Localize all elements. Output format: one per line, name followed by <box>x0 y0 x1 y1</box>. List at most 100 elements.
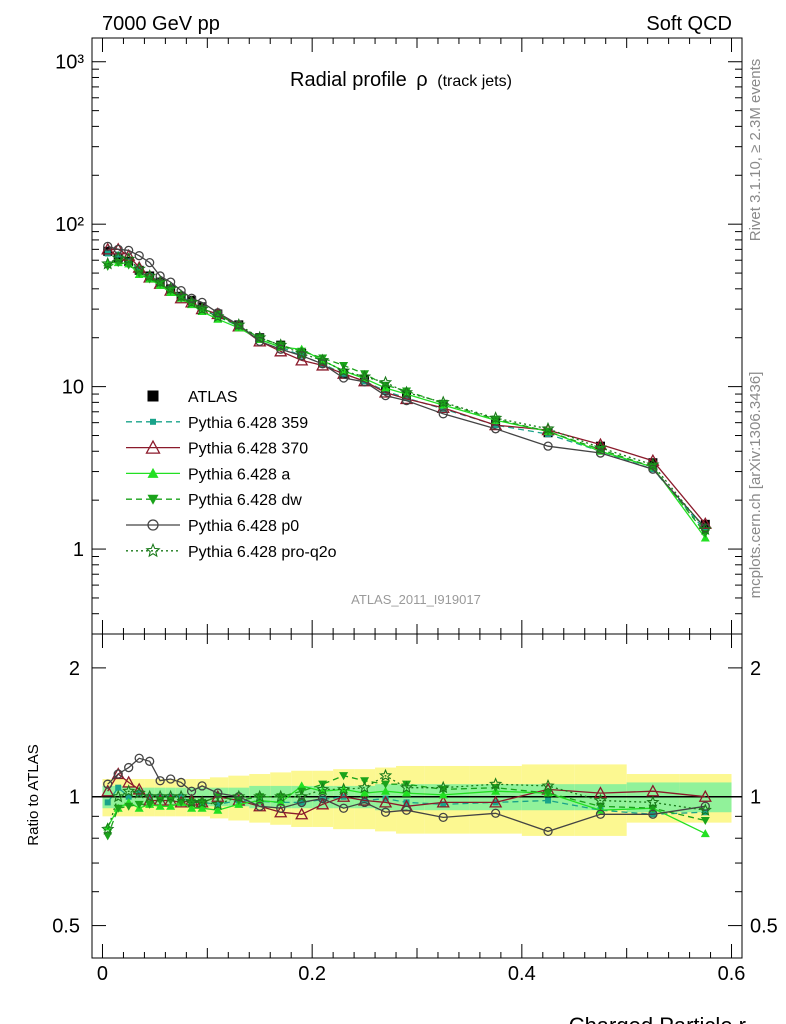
ratio-point-pythia-6-428-p0 <box>359 797 370 808</box>
ratio-point-pythia-6-428-a <box>381 786 391 795</box>
data-point-pythia-6-428-pro-q2o <box>436 395 450 408</box>
ratio-point-pythia-6-428-p0 <box>186 786 197 796</box>
ratio-point-pythia-6-428-359 <box>167 793 174 800</box>
data-point-pythia-6-428-pro-q2o <box>153 275 167 288</box>
ratio-point-pythia-6-428-370 <box>698 789 712 802</box>
ratio-point-pythia-6-428-a <box>213 805 223 814</box>
data-point-pythia-6-428-dw <box>402 387 412 396</box>
ratio-point-pythia-6-428-p0 <box>124 762 134 773</box>
ratio-point-pythia-6-428-p0 <box>338 803 349 813</box>
rivet-label: Rivet 3.1.10, ≥ 2.3M events <box>747 59 764 242</box>
ratio-point-pythia-6-428-pro-q2o <box>132 786 146 799</box>
ratio-point-pythia-6-428-a <box>700 829 710 838</box>
data-point-pythia-6-428-p0 <box>186 293 197 303</box>
series-line-pythia-6-428-dw <box>107 261 706 534</box>
legend-marker-pythia-6-428-pro-q2o <box>145 542 161 558</box>
data-point-atlas <box>113 253 123 263</box>
ratio-point-pythia-6-428-p0 <box>134 753 144 763</box>
ratio-panel: 0 0.2 0.4 0.6 0.5 0.5 1 1 2 2 Ratio to ATLAS <box>25 633 778 985</box>
ratio-line-pythia-6-428-pro-q2o <box>107 774 706 830</box>
ratio-point-pythia-6-428-pro-q2o <box>436 780 450 794</box>
data-point-pythia-6-428-359 <box>403 395 410 402</box>
legend-label-pythia-6-428-359: Pythia 6.428 359 <box>188 415 308 432</box>
main-series <box>101 241 712 542</box>
ratio-point-pythia-6-428-dw <box>339 772 349 781</box>
legend-marker-pythia-6-428-359 <box>150 418 156 425</box>
ratio-point-pythia-6-428-370 <box>593 786 608 799</box>
ratio-point-pythia-6-428-pro-q2o <box>593 793 608 807</box>
ratio-point-pythia-6-428-370 <box>295 807 309 820</box>
ratio-point-pythia-6-428-dw <box>103 832 113 841</box>
ratio-point-pythia-6-428-p0 <box>401 805 412 815</box>
ratio-point-pythia-6-428-p0 <box>113 769 123 779</box>
ratio-point-pythia-6-428-dw <box>145 800 155 809</box>
data-point-pythia-6-428-p0 <box>543 441 553 451</box>
data-point-pythia-6-428-dw <box>213 310 223 319</box>
ratio-point-pythia-6-428-dw <box>113 804 123 813</box>
data-point-pythia-6-428-pro-q2o <box>143 269 157 282</box>
chart-title-suffix: (track jets) <box>437 73 512 90</box>
ratio-point-pythia-6-428-a <box>155 801 165 810</box>
ratio-point-pythia-6-428-pro-q2o <box>698 803 712 816</box>
ratio-point-pythia-6-428-a <box>297 781 307 790</box>
ratio-point-pythia-6-428-p0 <box>648 809 658 819</box>
data-point-pythia-6-428-p0 <box>134 251 144 261</box>
x-tick-label: 0 <box>97 963 108 985</box>
data-point-pythia-6-428-pro-q2o <box>122 252 136 265</box>
ratio-point-pythia-6-428-pro-q2o <box>337 782 351 796</box>
ratio-point-pythia-6-428-p0 <box>700 801 710 811</box>
data-point-pythia-6-428-dw <box>318 354 328 363</box>
legend-marker-atlas <box>147 390 159 402</box>
data-point-pythia-6-428-pro-q2o <box>185 295 199 308</box>
ratio-point-pythia-6-428-p0 <box>543 826 553 837</box>
data-point-pythia-6-428-370 <box>399 392 414 405</box>
x-tick-label: 0.4 <box>508 963 536 985</box>
ratio-point-pythia-6-428-370 <box>489 795 503 808</box>
data-point-pythia-6-428-p0 <box>401 395 412 406</box>
y-tick-label: 10 <box>62 377 84 399</box>
legend-marker-pythia-6-428-a <box>147 467 159 478</box>
data-point-pythia-6-428-pro-q2o <box>164 281 178 295</box>
ratio-y-tick-label-right: 2 <box>750 658 761 680</box>
data-point-pythia-6-428-pro-q2o <box>174 289 188 302</box>
ratio-point-pythia-6-428-a <box>402 788 412 797</box>
data-point-pythia-6-428-p0 <box>317 359 328 369</box>
ratio-point-pythia-6-428-p0 <box>255 801 265 811</box>
data-point-pythia-6-428-pro-q2o <box>232 317 246 331</box>
ratio-point-pythia-6-428-pro-q2o <box>357 780 372 794</box>
data-point-pythia-6-428-p0 <box>297 351 307 361</box>
header-right: Soft QCD <box>646 13 732 35</box>
ratio-point-pythia-6-428-pro-q2o <box>399 780 414 794</box>
data-point-pythia-6-428-pro-q2o <box>195 302 209 315</box>
ratio-point-pythia-6-428-370 <box>436 795 450 808</box>
ratio-point-pythia-6-428-a <box>187 803 197 812</box>
ratio-point-pythia-6-428-dw <box>700 817 710 826</box>
ratio-point-pythia-6-428-pro-q2o <box>153 789 167 803</box>
data-point-pythia-6-428-p0 <box>380 390 391 401</box>
data-point-pythia-6-428-dw <box>360 370 370 379</box>
data-point-pythia-6-428-dw <box>438 399 448 408</box>
ratio-point-pythia-6-428-p0 <box>595 809 606 819</box>
ratio-point-pythia-6-428-p0 <box>197 781 207 791</box>
legend-marker-pythia-6-428-dw <box>147 494 159 505</box>
ratio-point-pythia-6-428-pro-q2o <box>274 789 288 803</box>
ratio-point-pythia-6-428-359 <box>382 795 389 802</box>
ratio-point-pythia-6-428-p0 <box>176 777 186 788</box>
data-point-pythia-6-428-pro-q2o <box>295 346 309 360</box>
data-point-pythia-6-428-pro-q2o <box>101 256 115 270</box>
data-point-pythia-6-428-dw <box>113 259 123 268</box>
data-point-pythia-6-428-pro-q2o <box>316 353 330 367</box>
data-point-pythia-6-428-370 <box>295 353 309 366</box>
data-point-pythia-6-428-p0 <box>155 271 165 281</box>
legend-label-pythia-6-428-a: Pythia 6.428 a <box>188 466 290 483</box>
analysis-watermark: ATLAS_2011_I919017 <box>351 592 481 607</box>
data-point-pythia-6-428-p0 <box>276 344 286 354</box>
data-point-pythia-6-428-pro-q2o <box>593 440 608 454</box>
ratio-point-pythia-6-428-359 <box>146 793 153 800</box>
ratio-point-pythia-6-428-359 <box>157 793 164 800</box>
ratio-point-pythia-6-428-pro-q2o <box>174 789 188 803</box>
ratio-y-tick-label: 1 <box>69 787 80 809</box>
x-tick-label: 0.2 <box>298 963 326 985</box>
legend-marker-pythia-6-428-p0 <box>147 519 159 531</box>
data-point-pythia-6-428-p0 <box>176 285 186 296</box>
